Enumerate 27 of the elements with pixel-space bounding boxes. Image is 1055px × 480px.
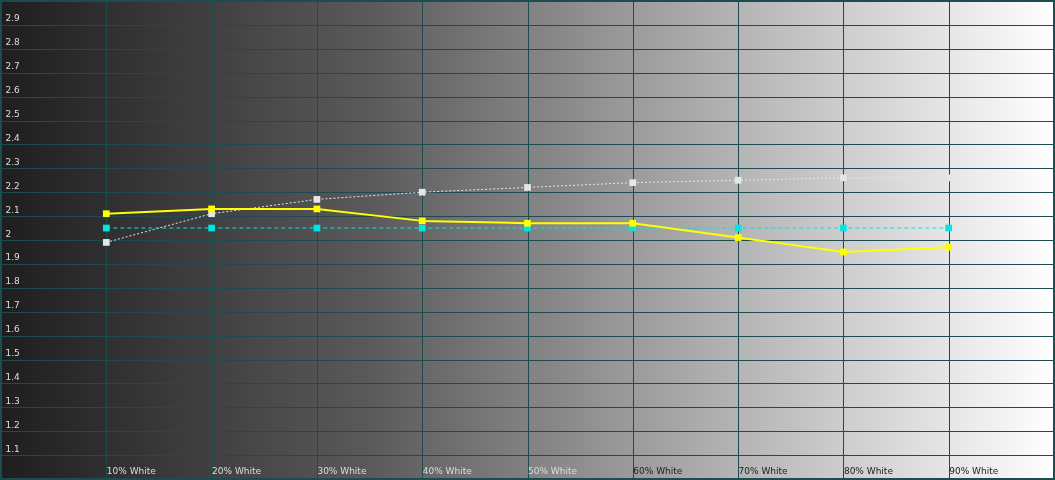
x-tick-label: 70% White	[738, 465, 789, 476]
x-tick-label: 10% White	[106, 465, 157, 476]
x-tick-label: 40% White	[422, 465, 473, 476]
y-tick-label: 1.2	[5, 419, 20, 430]
x-tick-label: 60% White	[633, 465, 683, 476]
y-tick-label: 1.7	[5, 300, 20, 311]
y-tick-label: 2.3	[5, 156, 20, 167]
y-tick-label: 1.9	[5, 252, 21, 263]
x-tick-label: 90% White	[949, 465, 999, 476]
y-tick-label: 1.4	[5, 371, 21, 382]
y-tick-label: 2.9	[5, 13, 21, 24]
y-tick-label: 2.4	[5, 132, 21, 143]
y-tick-label: 1.1	[5, 443, 20, 454]
x-tick-label: 80% White	[843, 465, 894, 476]
y-tick-label: 2.2	[5, 180, 20, 191]
y-tick-label: 1.3	[5, 395, 20, 406]
x-tick-label: 20% White	[212, 465, 262, 476]
y-tick-label: 2.7	[5, 61, 20, 72]
y-tick-label: 2	[5, 228, 12, 239]
y-tick-label: 2.8	[5, 37, 21, 48]
y-tick-label: 1.8	[5, 276, 21, 287]
y-tick-label: 2.6	[5, 85, 21, 96]
y-tick-label: 1.6	[5, 324, 21, 335]
y-tick-label: 2.5	[5, 109, 20, 119]
y-tick-label: 1.5	[5, 348, 20, 358]
y-tick-label: 2.1	[5, 204, 20, 215]
x-tick-label: 30% White	[317, 465, 367, 476]
